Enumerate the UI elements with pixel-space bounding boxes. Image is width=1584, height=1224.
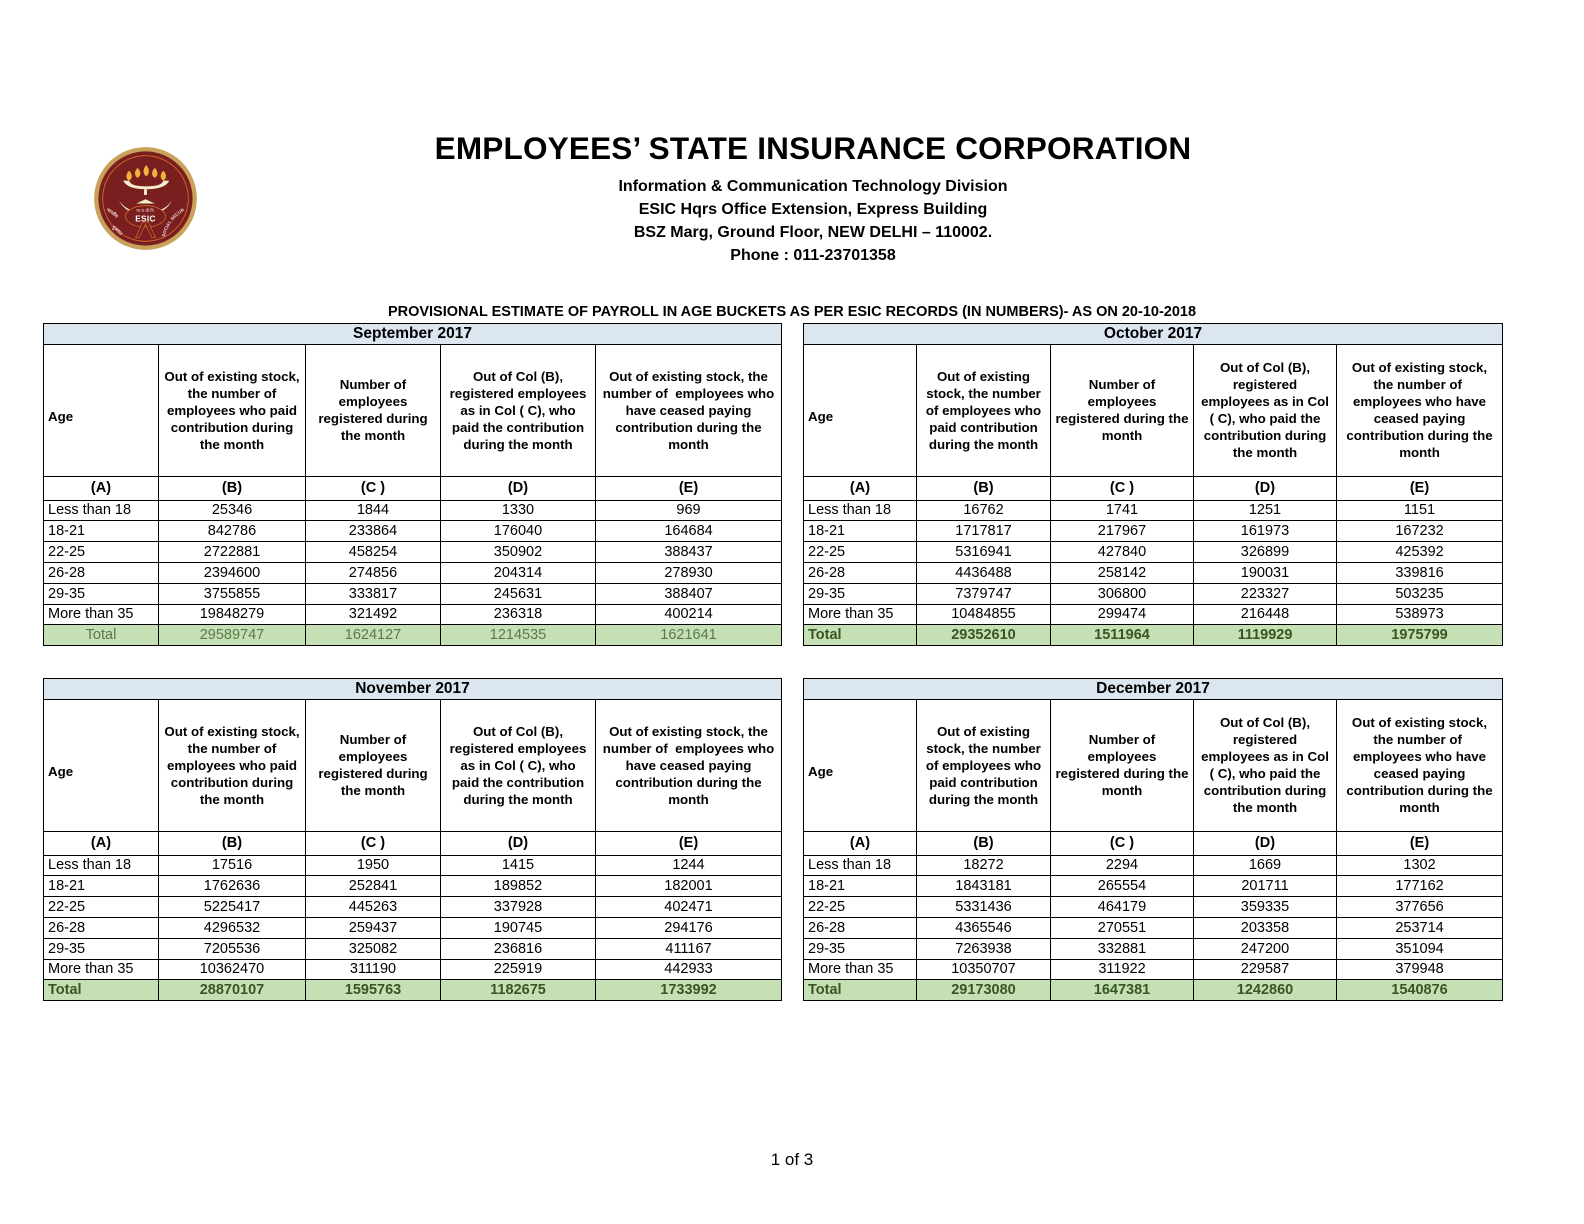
svg-text:भा.रा.बी.नि.: भा.रा.बी.नि. — [136, 208, 155, 213]
